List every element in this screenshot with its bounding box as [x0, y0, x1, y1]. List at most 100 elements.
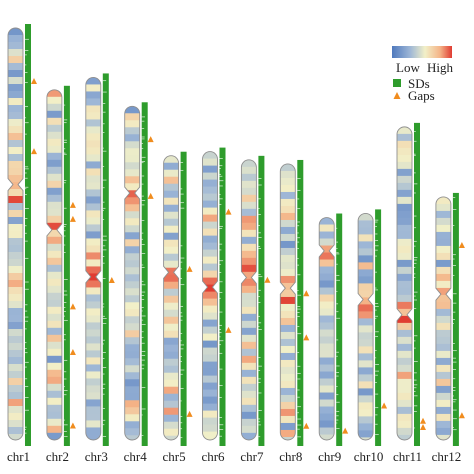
density-band	[163, 274, 179, 283]
chromosome-outline	[202, 151, 218, 441]
density-band	[435, 336, 451, 345]
density-band	[202, 347, 218, 356]
density-band	[319, 420, 335, 429]
gap-marker	[303, 290, 310, 297]
density-band	[124, 393, 140, 401]
density-band	[241, 229, 257, 238]
density-band	[241, 306, 257, 315]
density-band	[397, 322, 412, 331]
density-band	[124, 197, 140, 205]
density-band	[319, 315, 335, 324]
density-band	[358, 262, 374, 270]
density-band	[397, 168, 412, 177]
chromosome-outline	[240, 159, 257, 441]
density-band	[46, 320, 62, 329]
density-band	[435, 196, 451, 205]
density-band	[435, 399, 451, 408]
density-band	[435, 378, 451, 387]
density-band	[124, 344, 140, 352]
chromosome-outline	[85, 77, 102, 441]
density-band	[319, 273, 335, 282]
density-band	[397, 371, 412, 380]
density-band	[202, 319, 218, 328]
density-band	[46, 341, 62, 350]
density-band	[46, 285, 62, 294]
density-band	[358, 339, 374, 347]
density-band	[435, 427, 451, 436]
density-band	[163, 379, 179, 388]
density-band	[397, 231, 412, 240]
density-band	[85, 287, 101, 296]
density-band	[8, 133, 23, 141]
density-bands	[319, 217, 335, 440]
sd-track	[452, 192, 459, 446]
density-band	[319, 224, 335, 233]
density-band	[85, 329, 101, 338]
density-band	[435, 322, 451, 331]
chromosome-outline	[7, 27, 24, 441]
density-band	[435, 245, 451, 254]
density-band	[241, 278, 257, 287]
density-band	[46, 166, 62, 175]
gap-marker	[147, 136, 154, 143]
density-band	[358, 227, 374, 235]
density-band	[163, 351, 179, 360]
density-band	[163, 155, 179, 164]
density-band	[46, 348, 62, 357]
density-band	[241, 320, 257, 329]
density-band	[8, 56, 23, 64]
chromosome-outline	[163, 155, 180, 441]
density-band	[163, 435, 179, 440]
density-band	[319, 336, 335, 345]
density-band	[202, 417, 218, 426]
density-band	[435, 357, 451, 366]
density-band	[358, 269, 374, 277]
chromosome-label: chr8	[279, 449, 302, 464]
density-band	[280, 163, 296, 172]
density-band	[8, 98, 23, 106]
density-band	[163, 204, 179, 213]
density-band	[124, 274, 140, 282]
density-band	[358, 346, 374, 354]
density-band	[241, 299, 257, 308]
gap-marker	[225, 208, 232, 215]
density-band	[202, 235, 218, 244]
density-band	[358, 402, 374, 410]
density-band	[8, 294, 23, 302]
density-band	[124, 204, 140, 212]
density-band	[358, 416, 374, 424]
density-band	[124, 211, 140, 219]
density-band	[8, 378, 23, 386]
density-band	[280, 303, 296, 312]
chromosome-chr3: chr3	[85, 73, 115, 464]
density-band	[124, 400, 140, 408]
density-band	[280, 345, 296, 354]
density-band	[280, 359, 296, 368]
density-band	[46, 173, 62, 182]
chromosome-chr7: chr7	[240, 155, 271, 464]
density-band	[46, 327, 62, 336]
density-band	[397, 364, 412, 373]
density-band	[8, 336, 23, 344]
sd-track	[336, 213, 343, 446]
density-band	[319, 308, 335, 317]
density-band	[435, 224, 451, 233]
density-band	[397, 259, 412, 268]
density-bands	[280, 163, 296, 440]
density-band	[202, 200, 218, 209]
density-band	[435, 413, 451, 422]
density-band	[8, 413, 23, 421]
density-band	[46, 159, 62, 168]
chromosome-chr9: chr9	[318, 213, 349, 464]
density-bands	[202, 151, 218, 440]
density-band	[319, 343, 335, 352]
density-band	[319, 322, 335, 331]
density-band	[397, 273, 412, 282]
density-band	[435, 266, 451, 275]
density-band	[280, 429, 296, 438]
density-band	[46, 194, 62, 203]
density-band	[358, 430, 374, 438]
density-band	[280, 170, 296, 179]
density-band	[124, 288, 140, 296]
